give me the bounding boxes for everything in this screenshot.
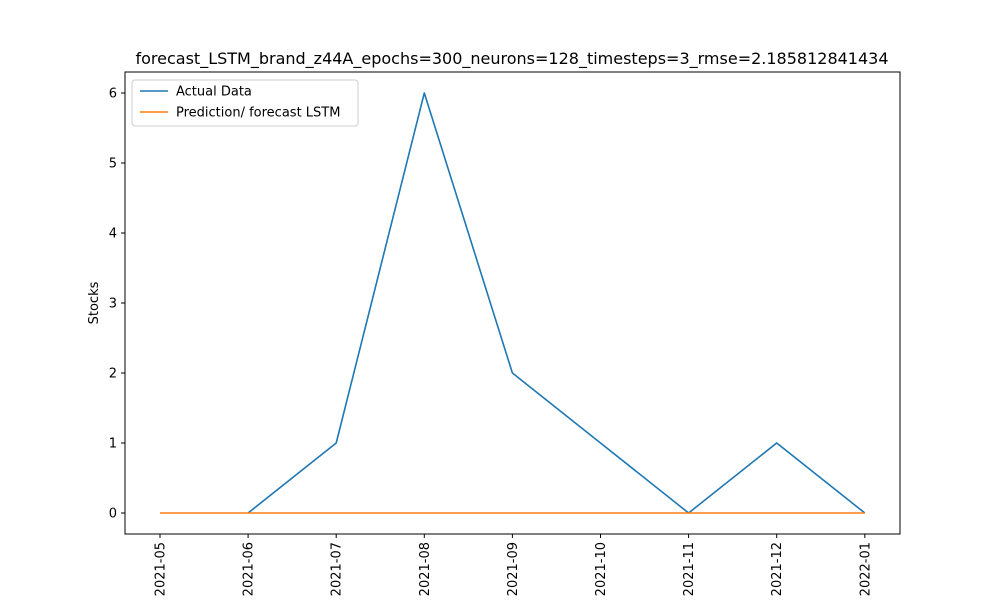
- axis-ticks: 0 1 2 3 4 5 6 2021-05 2021-06 2021-07 2021-08 2021-…: [109, 87, 874, 597]
- y-axis-label: Stocks: [87, 281, 102, 324]
- x-tick-label: 2021-08: [418, 542, 433, 596]
- y-tick-label: 0: [109, 507, 117, 522]
- series-layer: [160, 92, 866, 514]
- x-tick-label: 2022-01: [858, 542, 873, 596]
- legend-label: Prediction/ forecast LSTM: [176, 106, 340, 121]
- legend: Actual Data Prediction/ forecast LSTM: [131, 79, 359, 127]
- x-tick-label: 2021-12: [770, 542, 785, 596]
- y-tick-label: 5: [109, 157, 117, 172]
- legend-label: Actual Data: [176, 85, 252, 100]
- legend-box: [131, 79, 359, 127]
- x-tick-label: 2021-09: [506, 542, 521, 596]
- y-tick-label: 3: [109, 297, 117, 312]
- x-tick-label: 2021-05: [154, 542, 169, 596]
- x-tick-label: 2021-11: [682, 542, 697, 596]
- y-tick-label: 6: [109, 87, 117, 102]
- x-tick-label: 2021-07: [330, 542, 345, 596]
- x-tick-label: 2021-10: [594, 542, 609, 596]
- y-tick-label: 2: [109, 367, 117, 382]
- plot-area-frame: [124, 71, 901, 535]
- series-line-actual-data: [247, 92, 866, 514]
- x-tick-label: 2021-06: [242, 542, 257, 596]
- y-tick-label: 4: [109, 227, 117, 242]
- y-tick-label: 1: [109, 437, 117, 452]
- chart-title: forecast_LSTM_brand_z44A_epochs=300_neur…: [135, 49, 888, 69]
